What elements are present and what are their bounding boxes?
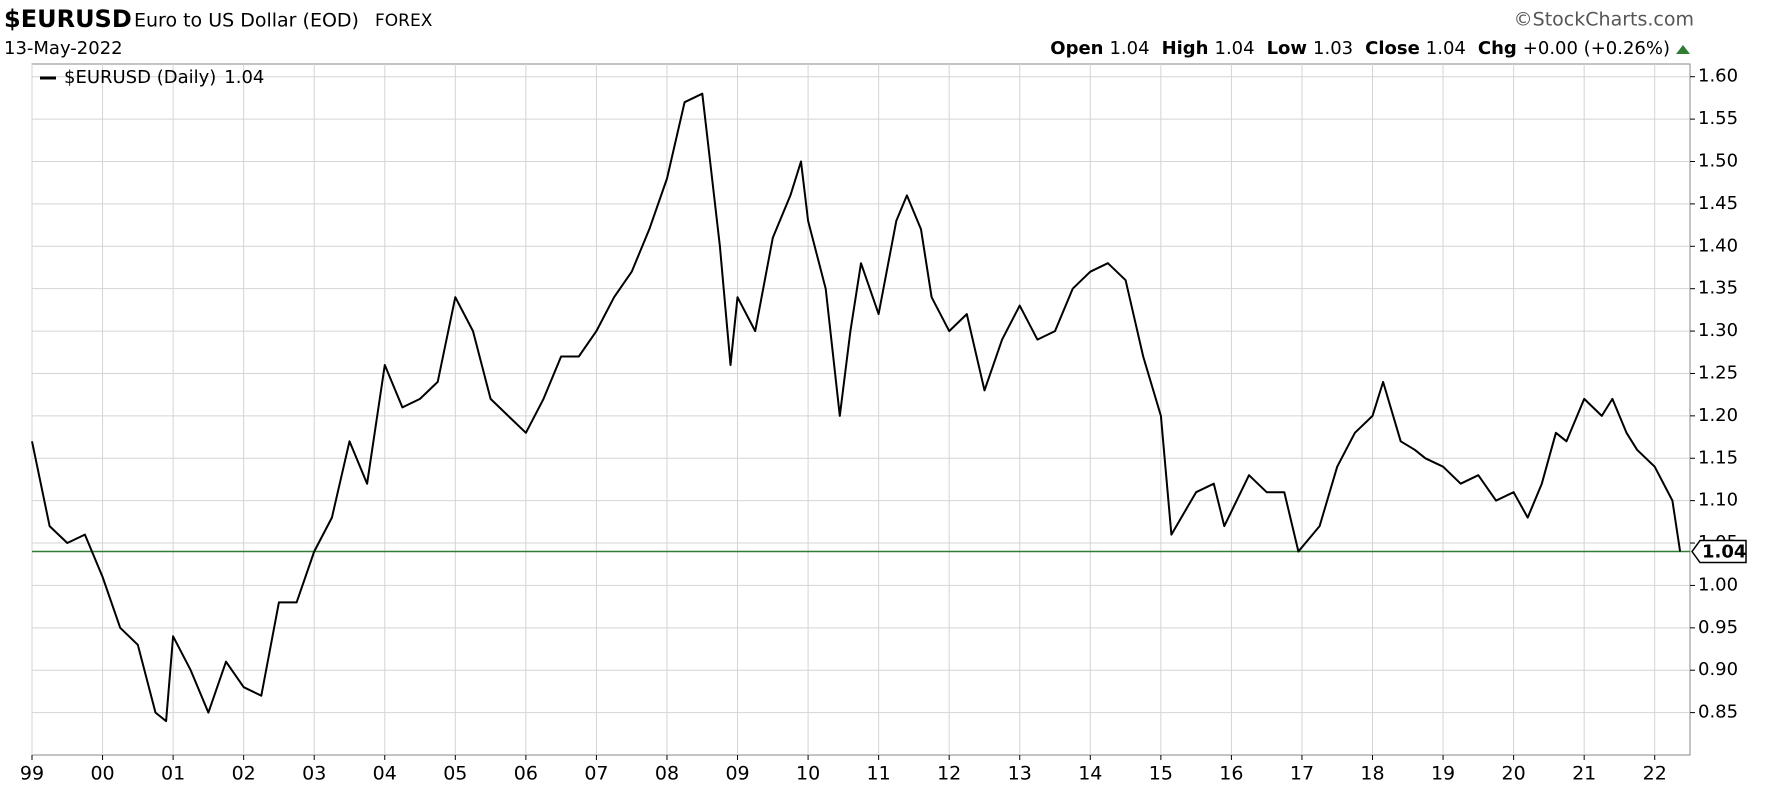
x-tick-label: 11	[867, 763, 891, 785]
y-tick-label: 0.85	[1698, 702, 1738, 723]
quote-label: Open	[1050, 38, 1103, 59]
x-tick-label: 02	[232, 763, 256, 785]
quote-value: 1.04	[1215, 38, 1255, 59]
x-tick-label: 19	[1431, 763, 1455, 785]
x-tick-label: 10	[796, 763, 820, 785]
y-tick-label: 1.20	[1698, 405, 1738, 426]
quote-value: +0.00 (+0.26%)	[1523, 38, 1670, 59]
x-tick-label: 09	[725, 763, 749, 785]
y-tick-label: 0.95	[1698, 617, 1738, 638]
x-tick-label: 16	[1219, 763, 1243, 785]
x-tick-label: 21	[1572, 763, 1596, 785]
x-tick-label: 01	[161, 763, 185, 785]
x-tick-label: 12	[937, 763, 961, 785]
x-tick-label: 20	[1502, 763, 1526, 785]
price-box	[1691, 539, 1747, 564]
legend-value: 1.04	[224, 67, 264, 88]
y-tick-label: 1.30	[1698, 320, 1738, 341]
y-tick-label: 1.25	[1698, 362, 1738, 383]
y-tick-label: 1.40	[1698, 235, 1738, 256]
quote-label: High	[1162, 38, 1209, 59]
x-tick-label: 07	[584, 763, 608, 785]
x-tick-label: 06	[514, 763, 538, 785]
y-tick-label: 0.90	[1698, 659, 1738, 680]
x-tick-label: 13	[1008, 763, 1032, 785]
up-arrow	[1676, 45, 1690, 54]
quote-row: Open 1.04 High 1.04 Low 1.03 Close 1.04 Chg +0.00…	[1050, 38, 1670, 59]
chart-subtitle: Euro to US Dollar (EOD)	[134, 10, 359, 32]
x-tick-label: 04	[373, 763, 397, 785]
y-tick-label: 1.15	[1698, 447, 1738, 468]
legend: $EURUSD (Daily) 1.04	[40, 67, 264, 88]
quote-value: 1.03	[1313, 38, 1353, 59]
exchange: FOREX	[375, 11, 433, 31]
x-tick-label: 17	[1290, 763, 1314, 785]
y-tick-label: 1.50	[1698, 151, 1738, 172]
legend-name: $EURUSD (Daily)	[64, 67, 216, 88]
quote-label: Chg	[1478, 38, 1517, 59]
quote-value: 1.04	[1109, 38, 1149, 59]
y-tick-label: 1.10	[1698, 490, 1738, 511]
x-tick-label: 22	[1643, 763, 1667, 785]
y-tick-label: 1.35	[1698, 278, 1738, 299]
x-tick-label: 03	[302, 763, 326, 785]
y-tick-label: 1.45	[1698, 193, 1738, 214]
price-line-series	[31, 92, 1682, 723]
quote-value: 1.04	[1426, 38, 1466, 59]
y-tick-label: 1.00	[1698, 574, 1738, 595]
x-tick-label: 08	[655, 763, 679, 785]
source: ©StockCharts.com	[1514, 9, 1694, 31]
price-label: 1.04	[1702, 542, 1746, 563]
x-tick-label: 15	[1149, 763, 1173, 785]
x-tick-label: 05	[443, 763, 467, 785]
plot-frame	[31, 63, 1691, 756]
x-tick-label: 14	[1078, 763, 1102, 785]
x-tick-label: 00	[90, 763, 114, 785]
x-tick-label: 99	[20, 763, 44, 785]
y-tick-label: 1.55	[1698, 108, 1738, 129]
quote-label: Close	[1365, 38, 1420, 59]
legend-text: $EURUSD (Daily) 1.04	[64, 67, 264, 88]
chart-title: $EURUSD	[4, 5, 132, 33]
date: 13-May-2022	[4, 38, 123, 59]
quote-label: Low	[1267, 38, 1307, 59]
x-tick-label: 18	[1360, 763, 1384, 785]
y-tick-label: 1.60	[1698, 66, 1738, 87]
